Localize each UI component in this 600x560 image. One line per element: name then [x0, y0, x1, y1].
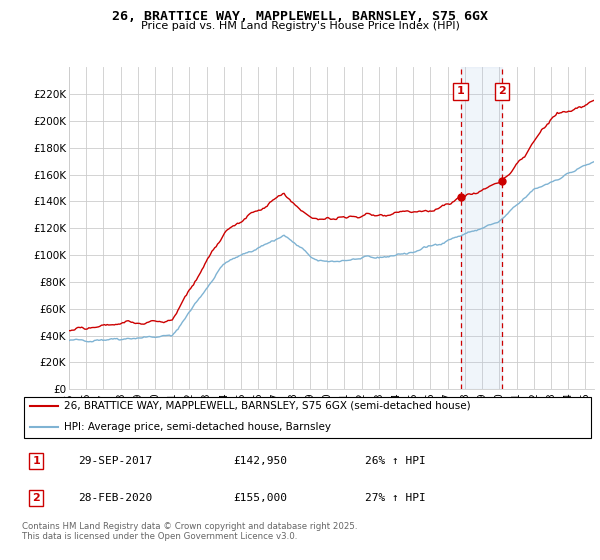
- Text: 2: 2: [499, 86, 506, 96]
- Text: 26% ↑ HPI: 26% ↑ HPI: [365, 456, 425, 466]
- Text: HPI: Average price, semi-detached house, Barnsley: HPI: Average price, semi-detached house,…: [64, 422, 331, 432]
- Text: 1: 1: [457, 86, 464, 96]
- Text: Contains HM Land Registry data © Crown copyright and database right 2025.
This d: Contains HM Land Registry data © Crown c…: [22, 522, 358, 542]
- Text: 26, BRATTICE WAY, MAPPLEWELL, BARNSLEY, S75 6GX: 26, BRATTICE WAY, MAPPLEWELL, BARNSLEY, …: [112, 10, 488, 23]
- Text: 28-FEB-2020: 28-FEB-2020: [79, 493, 152, 503]
- Text: £142,950: £142,950: [233, 456, 287, 466]
- Text: 2: 2: [32, 493, 40, 503]
- Text: 27% ↑ HPI: 27% ↑ HPI: [365, 493, 425, 503]
- Text: Price paid vs. HM Land Registry's House Price Index (HPI): Price paid vs. HM Land Registry's House …: [140, 21, 460, 31]
- Bar: [461, 67, 502, 389]
- Text: 29-SEP-2017: 29-SEP-2017: [79, 456, 152, 466]
- FancyBboxPatch shape: [24, 396, 591, 438]
- Text: 26, BRATTICE WAY, MAPPLEWELL, BARNSLEY, S75 6GX (semi-detached house): 26, BRATTICE WAY, MAPPLEWELL, BARNSLEY, …: [64, 401, 470, 411]
- Text: 1: 1: [32, 456, 40, 466]
- Text: £155,000: £155,000: [233, 493, 287, 503]
